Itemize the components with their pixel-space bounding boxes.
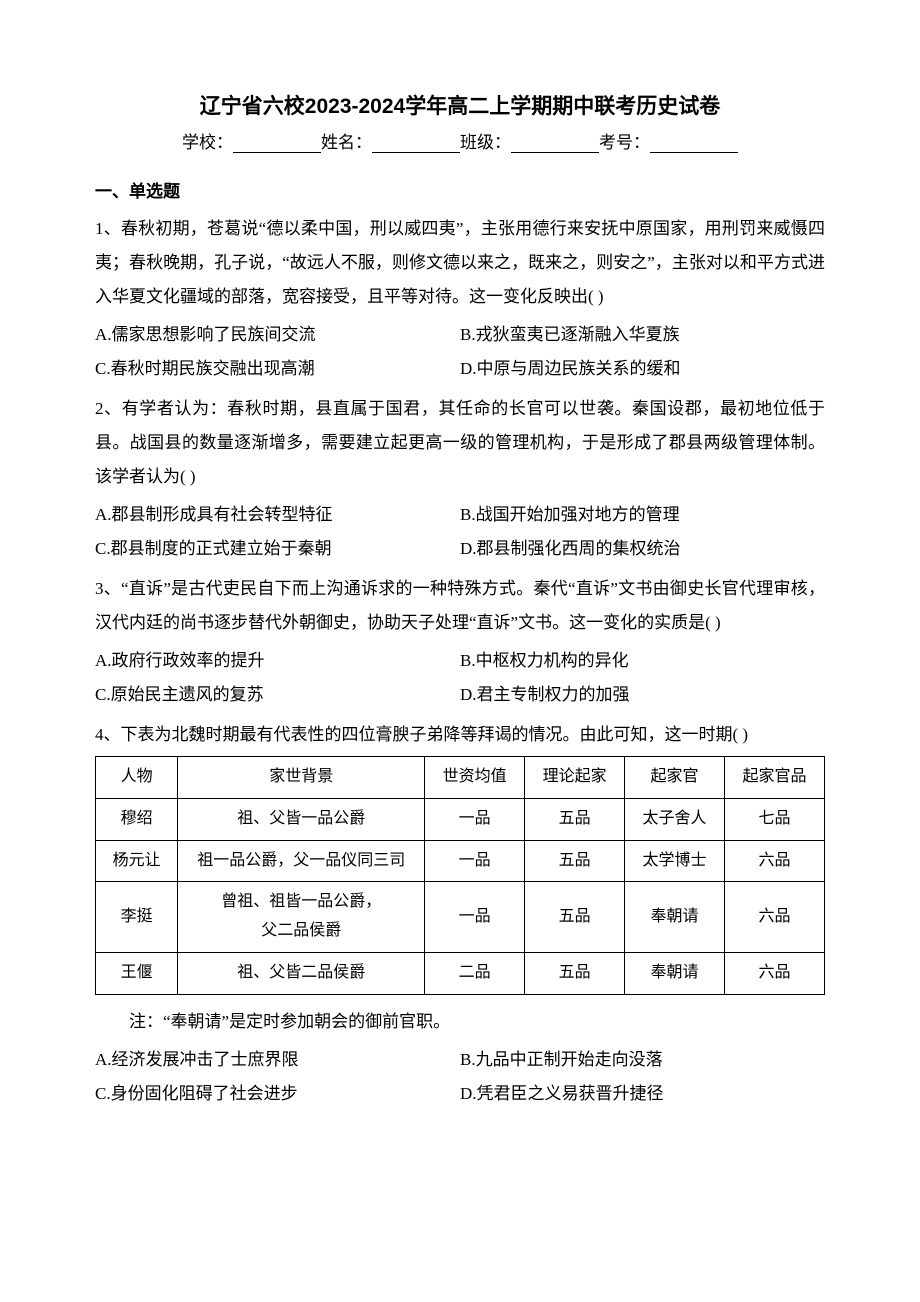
q3-option-c: C.原始民主遗风的复苏: [95, 678, 460, 712]
name-blank: [372, 135, 460, 153]
cell-pos: 太学博士: [625, 840, 725, 882]
th-person: 人物: [96, 757, 178, 799]
q2-option-b: B.战国开始加强对地方的管理: [460, 498, 825, 532]
name-label: 姓名：: [321, 133, 372, 152]
q4-table: 人物 家世背景 世资均值 理论起家 起家官 起家官品 穆绍 祖、父皆一品公爵 一…: [95, 756, 825, 995]
question-3-text: 3、“直诉”是古代吏民自下而上沟通诉求的一种特殊方式。秦代“直诉”文书由御史长官…: [95, 572, 825, 640]
question-2-text: 2、有学者认为：春秋时期，县直属于国君，其任命的长官可以世袭。秦国设郡，最初地位…: [95, 392, 825, 494]
q2-option-a: A.郡县制形成具有社会转型特征: [95, 498, 460, 532]
q4-option-a: A.经济发展冲击了士庶界限: [95, 1043, 460, 1077]
q1-option-c: C.春秋时期民族交融出现高潮: [95, 352, 460, 386]
cell-person: 穆绍: [96, 798, 178, 840]
th-avg: 世资均值: [425, 757, 525, 799]
cell-rank: 六品: [725, 840, 825, 882]
question-4-text: 4、下表为北魏时期最有代表性的四位膏腴子弟降等拜谒的情况。由此可知，这一时期( …: [95, 718, 825, 752]
cell-theory: 五品: [525, 798, 625, 840]
table-row: 穆绍 祖、父皆一品公爵 一品 五品 太子舍人 七品: [96, 798, 825, 840]
cell-pos: 奉朝请: [625, 952, 725, 994]
cell-bg: 曾祖、祖皆一品公爵，父二品侯爵: [178, 882, 425, 953]
q2-option-d: D.郡县制强化西周的集权统治: [460, 532, 825, 566]
cell-pos: 奉朝请: [625, 882, 725, 953]
table-row: 杨元让 祖一品公爵，父一品仪同三司 一品 五品 太学博士 六品: [96, 840, 825, 882]
class-blank: [511, 135, 599, 153]
question-3-options: A.政府行政效率的提升 B.中枢权力机构的异化 C.原始民主遗风的复苏 D.君主…: [95, 644, 825, 712]
q1-option-a: A.儒家思想影响了民族间交流: [95, 318, 460, 352]
cell-bg: 祖、父皆二品侯爵: [178, 952, 425, 994]
question-1-text: 1、春秋初期，苍葛说“德以柔中国，刑以威四夷”，主张用德行来安抚中原国家，用刑罚…: [95, 212, 825, 314]
examid-blank: [650, 135, 738, 153]
cell-rank: 七品: [725, 798, 825, 840]
q4-note: 注：“奉朝请”是定时参加朝会的御前官职。: [95, 1005, 825, 1039]
q3-option-b: B.中枢权力机构的异化: [460, 644, 825, 678]
table-header-row: 人物 家世背景 世资均值 理论起家 起家官 起家官品: [96, 757, 825, 799]
cell-theory: 五品: [525, 952, 625, 994]
examid-label: 考号：: [599, 133, 650, 152]
cell-theory: 五品: [525, 840, 625, 882]
q3-option-a: A.政府行政效率的提升: [95, 644, 460, 678]
class-label: 班级：: [460, 133, 511, 152]
q4-option-c: C.身份固化阻碍了社会进步: [95, 1077, 460, 1111]
q4-option-b: B.九品中正制开始走向没落: [460, 1043, 825, 1077]
question-2-options: A.郡县制形成具有社会转型特征 B.战国开始加强对地方的管理 C.郡县制度的正式…: [95, 498, 825, 566]
cell-bg: 祖、父皆一品公爵: [178, 798, 425, 840]
cell-person: 王偃: [96, 952, 178, 994]
table-row: 李挺 曾祖、祖皆一品公爵，父二品侯爵 一品 五品 奉朝请 六品: [96, 882, 825, 953]
cell-avg: 一品: [425, 840, 525, 882]
cell-person: 李挺: [96, 882, 178, 953]
school-blank: [233, 135, 321, 153]
th-position: 起家官: [625, 757, 725, 799]
cell-pos: 太子舍人: [625, 798, 725, 840]
th-background: 家世背景: [178, 757, 425, 799]
q3-option-d: D.君主专制权力的加强: [460, 678, 825, 712]
table-row: 王偃 祖、父皆二品侯爵 二品 五品 奉朝请 六品: [96, 952, 825, 994]
cell-avg: 一品: [425, 798, 525, 840]
cell-bg: 祖一品公爵，父一品仪同三司: [178, 840, 425, 882]
question-4-options: A.经济发展冲击了士庶界限 B.九品中正制开始走向没落 C.身份固化阻碍了社会进…: [95, 1043, 825, 1111]
th-theory: 理论起家: [525, 757, 625, 799]
q1-option-d: D.中原与周边民族关系的缓和: [460, 352, 825, 386]
cell-theory: 五品: [525, 882, 625, 953]
exam-title: 辽宁省六校2023-2024学年高二上学期期中联考历史试卷: [95, 90, 825, 120]
cell-avg: 二品: [425, 952, 525, 994]
th-rank: 起家官品: [725, 757, 825, 799]
student-info-line: 学校： 姓名： 班级： 考号：: [95, 128, 825, 153]
cell-person: 杨元让: [96, 840, 178, 882]
cell-rank: 六品: [725, 882, 825, 953]
question-1-options: A.儒家思想影响了民族间交流 B.戎狄蛮夷已逐渐融入华夏族 C.春秋时期民族交融…: [95, 318, 825, 386]
section-heading: 一、单选题: [95, 177, 825, 202]
q2-option-c: C.郡县制度的正式建立始于秦朝: [95, 532, 460, 566]
q4-option-d: D.凭君臣之义易获晋升捷径: [460, 1077, 825, 1111]
school-label: 学校：: [182, 133, 233, 152]
q1-option-b: B.戎狄蛮夷已逐渐融入华夏族: [460, 318, 825, 352]
cell-rank: 六品: [725, 952, 825, 994]
cell-avg: 一品: [425, 882, 525, 953]
